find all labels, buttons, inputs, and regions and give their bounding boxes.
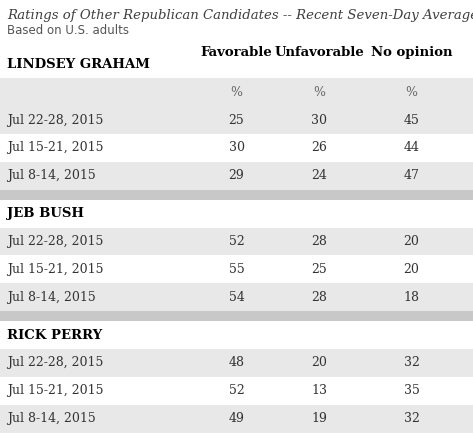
Text: 25: 25 [228,114,245,126]
Text: 30: 30 [228,142,245,154]
Text: 25: 25 [311,263,327,276]
Text: 18: 18 [403,291,420,304]
Text: Favorable: Favorable [201,46,272,59]
Text: 44: 44 [403,142,420,154]
Text: 28: 28 [311,291,327,304]
Text: 52: 52 [228,235,245,248]
Bar [0,321,473,349]
Text: 26: 26 [311,142,327,154]
Bar [0,228,473,256]
Text: 32: 32 [403,357,420,369]
Bar [0,50,473,78]
Text: 47: 47 [403,170,420,182]
Text: 19: 19 [311,413,327,425]
Text: Based on U.S. adults: Based on U.S. adults [7,24,129,38]
Text: Jul 15-21, 2015: Jul 15-21, 2015 [7,263,104,276]
Text: Jul 15-21, 2015: Jul 15-21, 2015 [7,142,104,154]
Text: %: % [313,86,325,98]
Text: 35: 35 [403,385,420,397]
Text: 13: 13 [311,385,327,397]
Text: Jul 8-14, 2015: Jul 8-14, 2015 [7,170,96,182]
Text: Jul 15-21, 2015: Jul 15-21, 2015 [7,385,104,397]
Bar [0,377,473,405]
Text: Ratings of Other Republican Candidates -- Recent Seven-Day Averages: Ratings of Other Republican Candidates -… [7,9,473,22]
Bar [0,106,473,134]
Text: Jul 8-14, 2015: Jul 8-14, 2015 [7,413,96,425]
Text: 55: 55 [228,263,245,276]
Text: RICK PERRY: RICK PERRY [7,329,102,341]
Text: 32: 32 [403,413,420,425]
Text: %: % [230,86,243,98]
Text: %: % [405,86,418,98]
Text: Unfavorable: Unfavorable [274,46,364,59]
Text: 54: 54 [228,291,245,304]
Bar [0,405,473,433]
Text: LINDSEY GRAHAM: LINDSEY GRAHAM [7,58,150,70]
Text: 28: 28 [311,235,327,248]
Text: 48: 48 [228,357,245,369]
Bar [0,134,473,162]
Bar [0,162,473,190]
Text: 24: 24 [311,170,327,182]
Text: 49: 49 [228,413,245,425]
Text: Jul 8-14, 2015: Jul 8-14, 2015 [7,291,96,304]
Text: Jul 22-28, 2015: Jul 22-28, 2015 [7,235,104,248]
Bar [0,349,473,377]
Text: 20: 20 [311,357,327,369]
Text: 20: 20 [403,235,420,248]
Text: No opinion: No opinion [371,46,452,59]
Text: Jul 22-28, 2015: Jul 22-28, 2015 [7,114,104,126]
Bar [0,284,473,312]
Bar [0,190,473,200]
Text: 29: 29 [228,170,245,182]
Bar [0,200,473,228]
Bar [0,256,473,284]
Text: 45: 45 [403,114,420,126]
Text: 30: 30 [311,114,327,126]
Text: 52: 52 [228,385,245,397]
Text: 20: 20 [403,263,420,276]
Text: Jul 22-28, 2015: Jul 22-28, 2015 [7,357,104,369]
Bar [0,312,473,321]
Text: JEB BUSH: JEB BUSH [7,207,84,220]
Bar [0,78,473,106]
